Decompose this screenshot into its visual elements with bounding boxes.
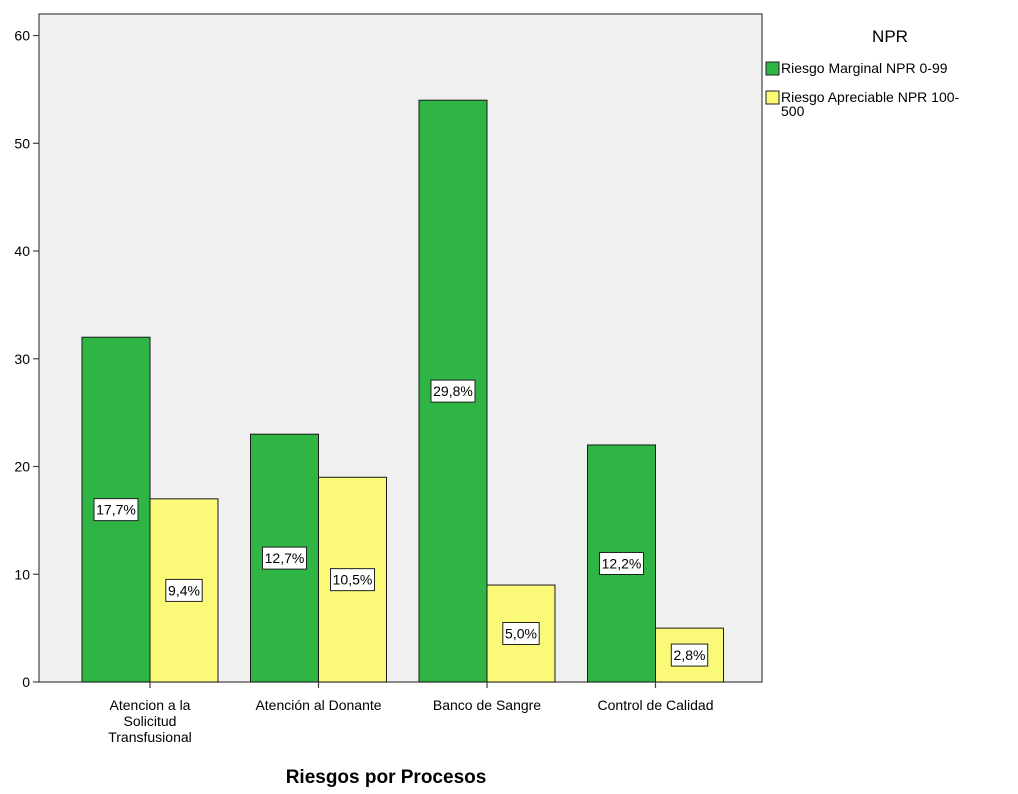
y-axis: 0 10 20 30 40 50 60 <box>14 28 39 690</box>
legend-swatch <box>765 61 780 76</box>
data-label-box <box>670 643 709 667</box>
y-tick-label: 0 <box>22 674 30 690</box>
data-label-box <box>330 568 375 592</box>
bar <box>418 99 488 683</box>
data-label-box <box>502 622 540 646</box>
y-tick-label: 10 <box>14 566 30 582</box>
legend-title: NPR <box>872 27 908 46</box>
data-label: 2,8% <box>674 647 706 663</box>
y-tick-label: 40 <box>14 243 30 259</box>
data-label: 12,7% <box>265 550 305 566</box>
y-tick-label: 50 <box>14 135 30 151</box>
data-label: 5,0% <box>505 626 537 642</box>
x-category-label: Atención al Donante <box>255 697 381 713</box>
x-category-label: Solicitud <box>124 713 177 729</box>
data-label-box <box>430 379 476 403</box>
y-tick-label: 30 <box>14 351 30 367</box>
legend-label: Riesgo Marginal NPR 0-99 <box>781 60 948 76</box>
legend-label: 500 <box>781 103 805 119</box>
data-label-box <box>93 498 139 522</box>
x-category-label: Control de Calidad <box>598 697 714 713</box>
data-label: 9,4% <box>168 582 200 598</box>
bar <box>486 584 556 683</box>
y-tick-label: 20 <box>14 459 30 475</box>
y-tick-label: 60 <box>14 28 30 44</box>
data-label: 10,5% <box>333 572 373 588</box>
data-label: 17,7% <box>96 502 136 518</box>
x-category-label: Atencion a la <box>110 697 191 713</box>
data-label: 29,8% <box>433 383 473 399</box>
x-axis-title: Riesgos por Procesos <box>286 767 487 788</box>
data-label-box <box>262 546 307 570</box>
legend: NPR Riesgo Marginal NPR 0-99 Riesgo Aprec… <box>765 27 960 119</box>
legend-label: Riesgo Apreciable NPR 100- <box>781 89 960 105</box>
x-category-label: Banco de Sangre <box>433 697 541 713</box>
legend-swatch <box>765 90 780 105</box>
data-label: 12,2% <box>602 555 642 571</box>
bars-group: 17,7% 9,4% 12,7% 10,5% 29,8% 5,0% 12,2% 2,8% <box>81 99 724 683</box>
data-label-box <box>599 551 644 575</box>
x-category-label: Transfusional <box>108 729 192 745</box>
data-label-box <box>165 578 203 602</box>
